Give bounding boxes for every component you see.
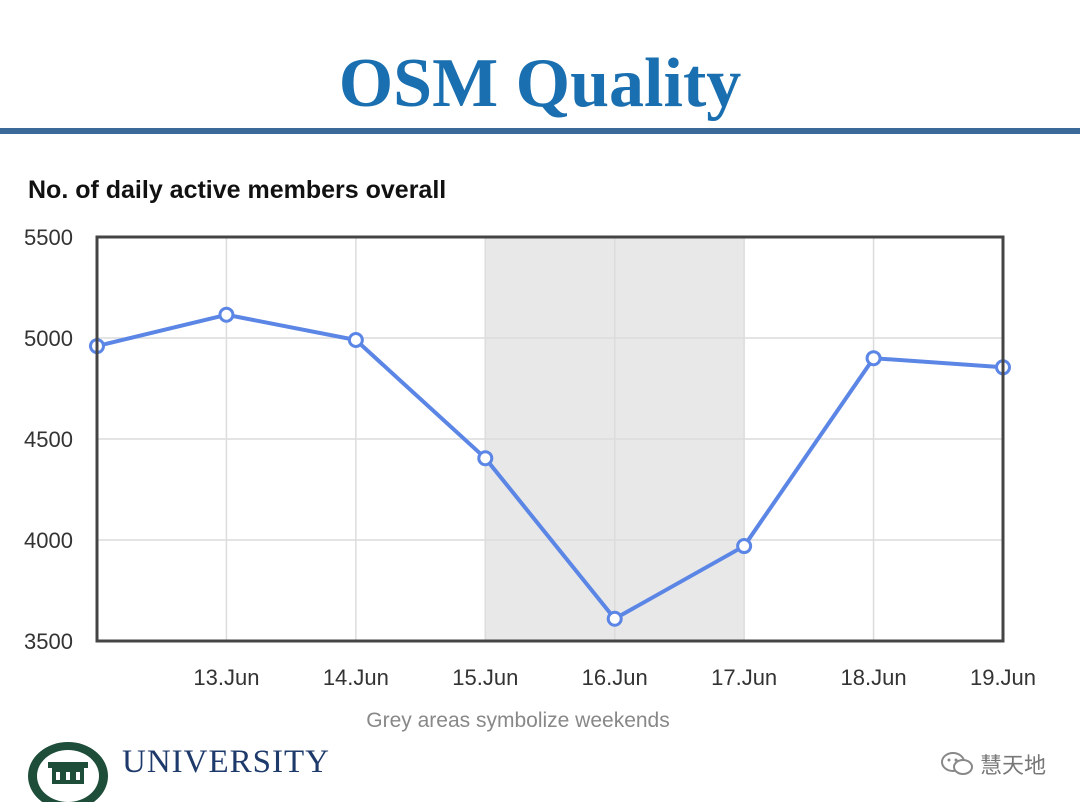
y-tick-label: 4000 xyxy=(24,528,73,553)
x-tick-label: 17.Jun xyxy=(711,665,777,690)
x-axis-ticks: 13.Jun 14.Jun 15.Jun 16.Jun 17.Jun 18.Jun 19.J… xyxy=(193,665,1036,690)
university-name: UNIVERSITY xyxy=(122,744,330,780)
data-point xyxy=(865,350,882,367)
x-tick-label: 14.Jun xyxy=(323,665,389,690)
y-tick-label: 3500 xyxy=(24,629,73,654)
title-divider xyxy=(0,128,1080,134)
x-tick-label: 16.Jun xyxy=(582,665,648,690)
x-tick-label: 13.Jun xyxy=(193,665,259,690)
series-line-path xyxy=(96,312,1004,621)
data-point xyxy=(736,538,753,555)
university-seal-icon xyxy=(28,742,108,802)
data-point xyxy=(218,306,235,323)
y-tick-label: 5500 xyxy=(24,225,73,250)
y-axis-ticks: 3500 4000 4500 5000 5500 xyxy=(24,225,73,654)
x-tick-label: 19.Jun xyxy=(970,665,1036,690)
data-point xyxy=(606,610,623,627)
x-tick-label: 15.Jun xyxy=(452,665,518,690)
wechat-icon xyxy=(940,752,973,775)
plot-frame xyxy=(95,235,1005,643)
chart-title: No. of daily active members overall xyxy=(28,176,447,204)
x-tick-label: 18.Jun xyxy=(841,665,907,690)
slide-title: OSM Quality xyxy=(338,45,742,122)
data-point xyxy=(347,332,364,349)
y-tick-label: 4500 xyxy=(24,427,73,452)
data-point xyxy=(477,450,494,467)
series-line xyxy=(96,312,1004,621)
y-tick-label: 5000 xyxy=(24,326,73,351)
chart-annotation: Grey areas symbolize weekends xyxy=(366,709,669,732)
watermark: 慧天地 xyxy=(940,748,1046,780)
watermark-text: 慧天地 xyxy=(979,754,1046,779)
